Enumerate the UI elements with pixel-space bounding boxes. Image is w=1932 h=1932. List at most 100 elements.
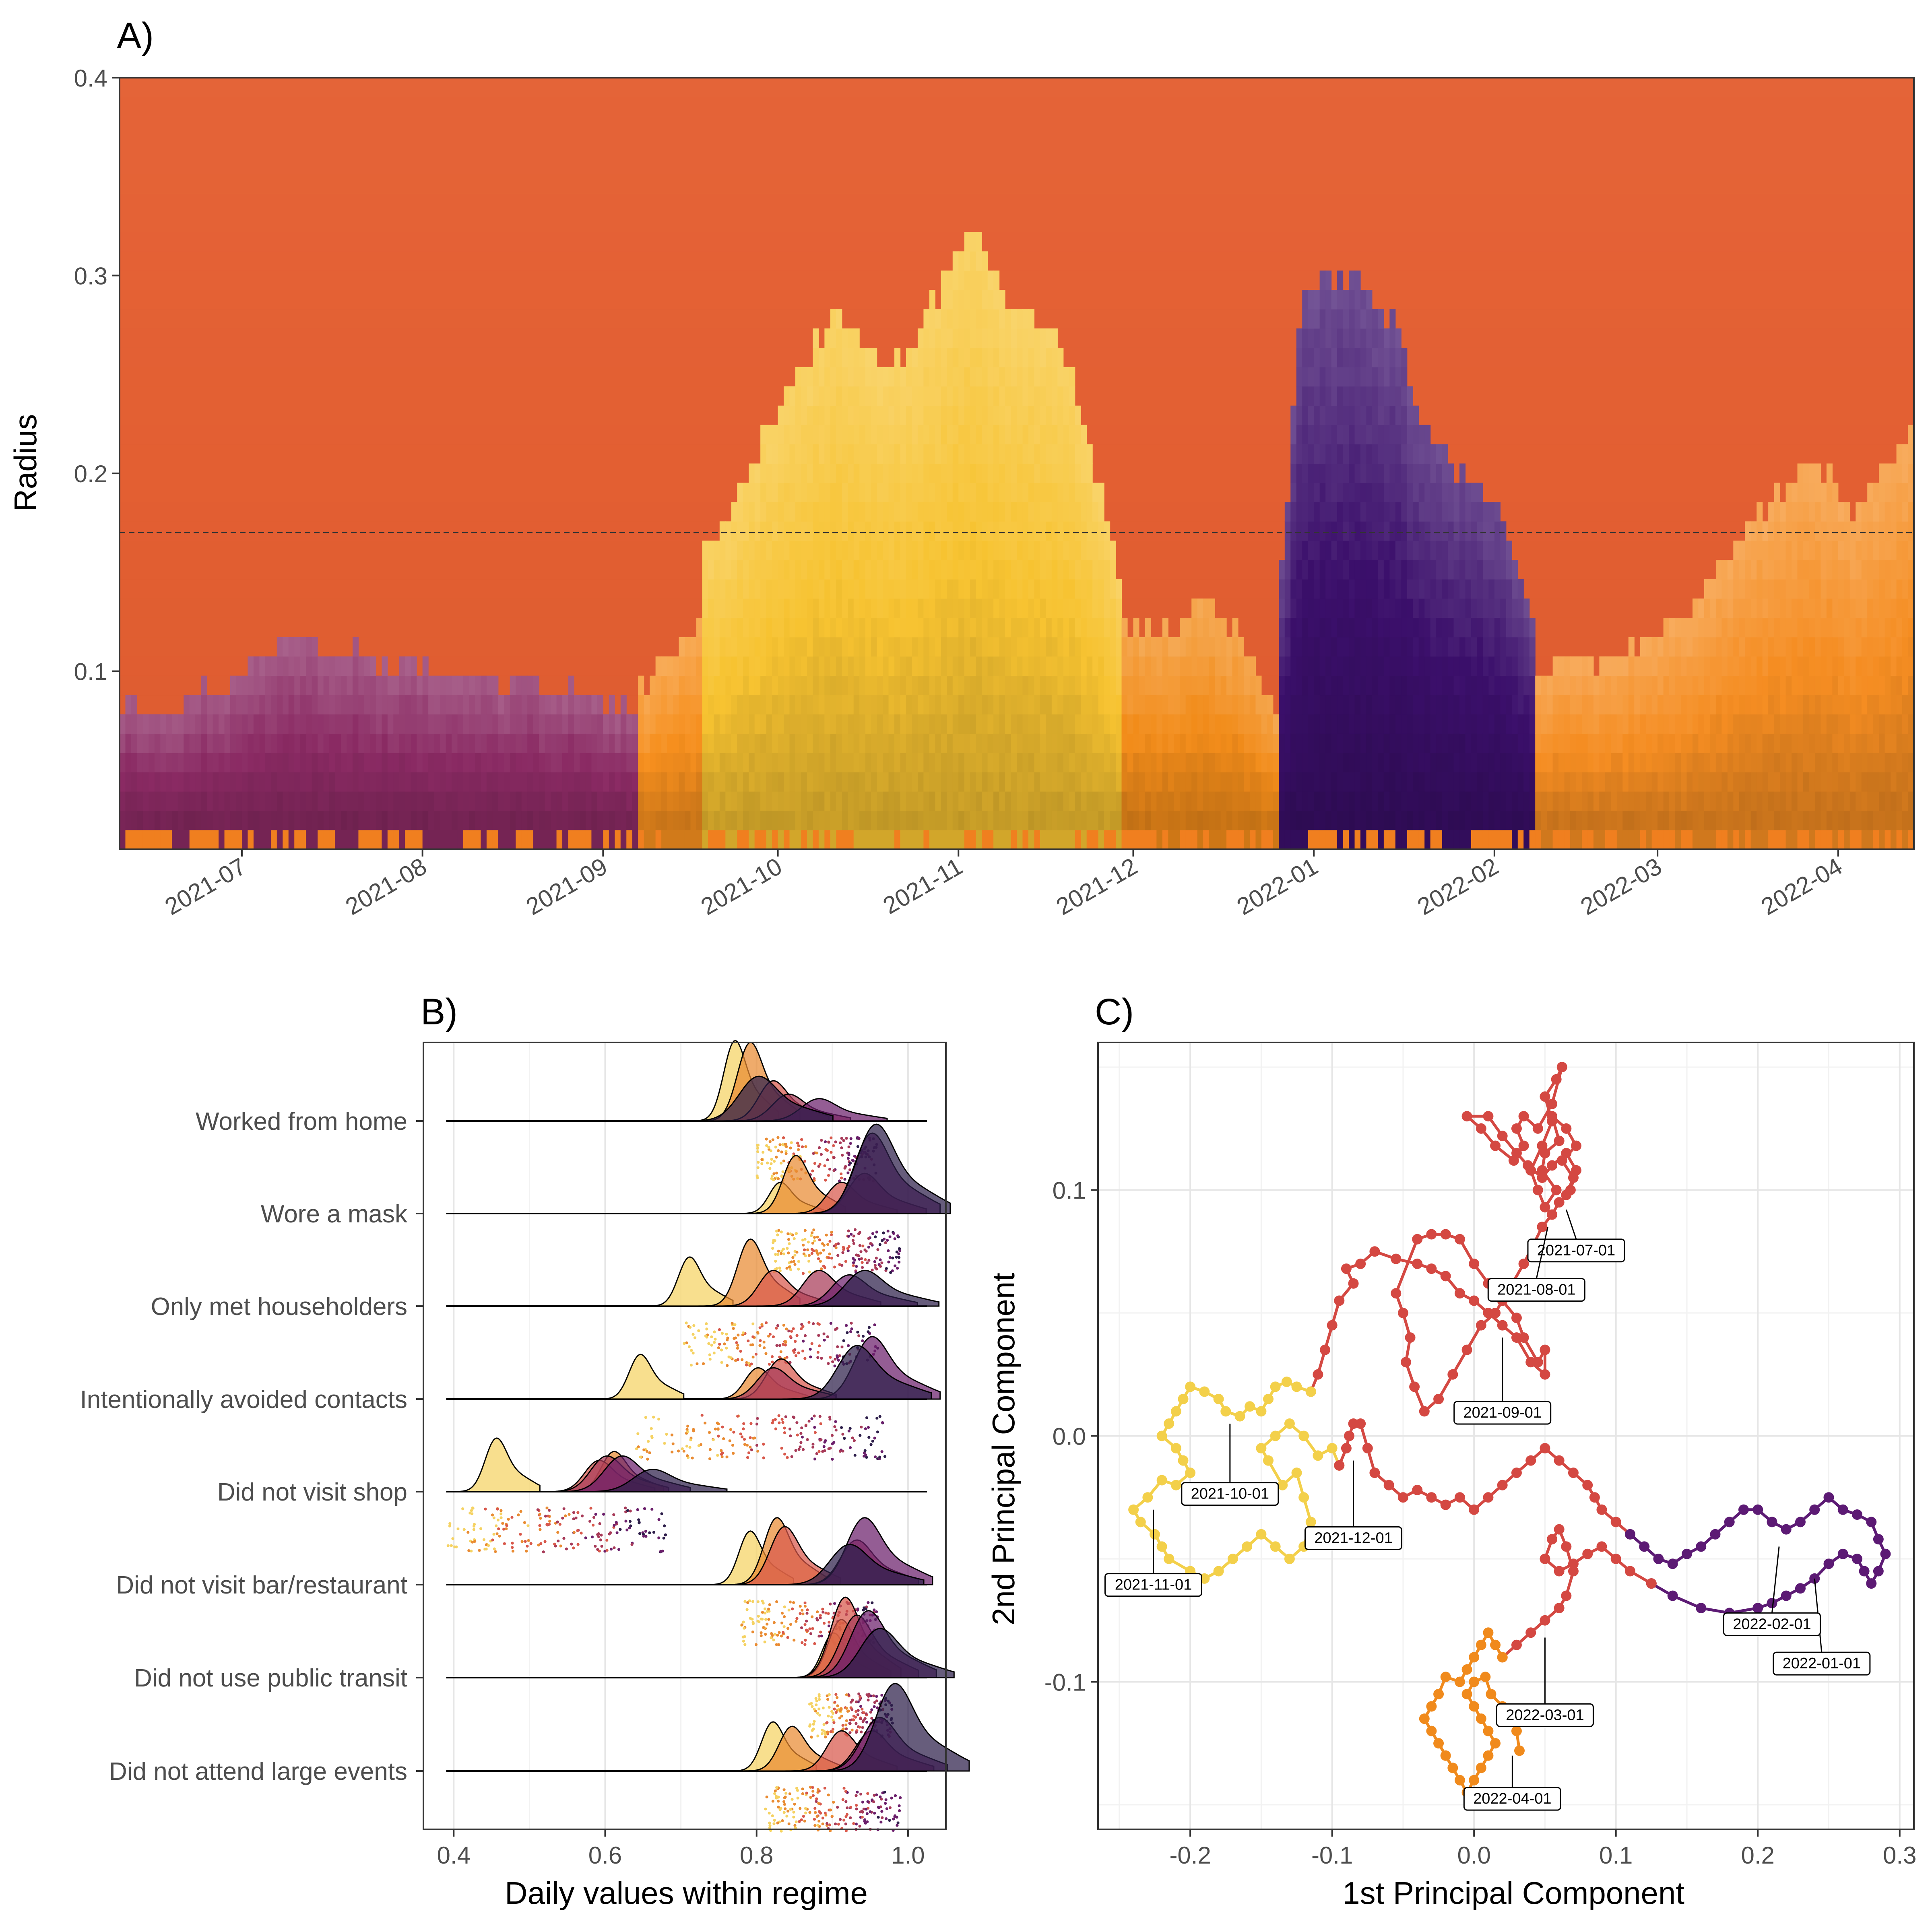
panel-a-cell	[428, 791, 435, 811]
panel-a-cell	[1856, 753, 1862, 772]
panel-a-cell	[1512, 791, 1518, 811]
panel-a-cell	[1011, 463, 1017, 483]
panel-a-cell	[1745, 521, 1751, 541]
panel-a-cell	[976, 579, 982, 599]
panel-a-cell	[999, 483, 1005, 502]
panel-a-cell	[929, 560, 935, 580]
panel-a-cell	[1628, 811, 1635, 830]
panel-a-cell	[906, 714, 912, 734]
panel-a-cell	[1121, 791, 1128, 811]
panel-a-cell	[795, 463, 802, 483]
panel-a-cell	[1646, 772, 1652, 792]
panel-a-cell	[853, 444, 860, 464]
panel-a-cell	[1774, 733, 1780, 753]
panel-a-cell	[1063, 444, 1069, 464]
panel-a-cell	[591, 753, 598, 772]
panel-a-cell	[1436, 541, 1443, 560]
panel-a-cell	[1424, 502, 1431, 522]
panel-a-cell	[1500, 811, 1507, 830]
panel-a-cell	[941, 617, 947, 638]
panel-a-cell	[778, 637, 784, 657]
panel-a-cell	[917, 444, 924, 464]
panel-a-cell	[1873, 617, 1879, 638]
panel-a-cell	[1780, 656, 1786, 676]
panel-a-cell	[941, 598, 947, 618]
panel-a-cell	[813, 637, 819, 657]
panel-a-cell	[964, 791, 970, 811]
panel-a-cell	[288, 753, 295, 772]
panel-a-cell	[1022, 830, 1029, 850]
panel-a-cell	[964, 251, 970, 271]
panel-a-cell	[679, 830, 685, 850]
panel-a-cell	[754, 791, 761, 811]
panel-a-cell	[1075, 733, 1081, 753]
panel-a-cell	[1809, 656, 1815, 676]
panel-a-cell	[1325, 675, 1332, 696]
panel-a-cell	[760, 598, 767, 618]
panel-a-cell	[335, 772, 341, 792]
panel-a-cell	[1710, 714, 1716, 734]
panel-a-cell	[947, 502, 953, 522]
panel-a-cell	[894, 695, 901, 715]
panel-a-cell	[1413, 560, 1419, 580]
panel-a-cell	[1745, 772, 1751, 792]
panel-a-cell	[1104, 791, 1110, 811]
panel-a-cell	[749, 772, 755, 792]
panel-a-cell	[486, 811, 493, 830]
panel-a-cell	[1389, 811, 1396, 830]
panel-a-cell	[1413, 733, 1419, 753]
panel-a-cell	[1325, 753, 1332, 772]
panel-a-cell	[556, 753, 563, 772]
panel-a-cell	[259, 675, 266, 696]
panel-a-cell	[900, 521, 906, 541]
panel-a-cell	[486, 830, 493, 850]
panel-a-cell	[1424, 598, 1431, 618]
panel-a-cell	[842, 714, 848, 734]
panel-a-cell	[1727, 695, 1734, 715]
panel-a-cell	[1745, 733, 1751, 753]
panel-a-cell	[1593, 753, 1600, 772]
panel-a-cell	[690, 772, 697, 792]
panel-a-cell	[958, 733, 965, 753]
panel-a-cell	[982, 791, 988, 811]
panel-a-cell	[1506, 541, 1512, 560]
panel-a-cell	[795, 753, 802, 772]
panel-a-cell	[719, 541, 726, 560]
panel-a-cell	[154, 753, 161, 772]
panel-a-cell	[1104, 617, 1110, 638]
panel-a-cell	[1168, 733, 1174, 753]
panel-a-cell	[1220, 753, 1227, 772]
panel-a-cell	[417, 811, 423, 830]
panel-a-cell	[1284, 579, 1291, 599]
panel-a-cell	[300, 830, 306, 850]
panel-a-cell	[766, 617, 772, 638]
panel-a-cell	[1325, 405, 1332, 425]
panel-a-cell	[1261, 811, 1267, 830]
panel-a-cell	[976, 251, 982, 271]
panel-a-cell	[399, 791, 405, 811]
panel-a-cell	[830, 714, 836, 734]
panel-a-cell	[1017, 425, 1023, 445]
panel-a-cell	[1477, 521, 1483, 541]
panel-a-cell	[609, 830, 615, 850]
panel-a-cell	[1436, 675, 1443, 696]
panel-a-cell	[1145, 791, 1151, 811]
panel-a-cell	[1727, 733, 1734, 753]
panel-a-cell	[836, 367, 842, 387]
panel-a-cell	[982, 830, 988, 850]
panel-a-cell	[1319, 598, 1326, 618]
panel-a-cell	[376, 733, 382, 753]
panel-a-cell	[1325, 483, 1332, 502]
panel-a-cell	[1616, 811, 1623, 830]
panel-a-cell	[1028, 405, 1035, 425]
panel-a-cell	[312, 791, 318, 811]
panel-a-cell	[1622, 811, 1629, 830]
panel-a-cell	[941, 753, 947, 772]
panel-a-cell	[277, 811, 283, 830]
panel-a-heatmap	[120, 78, 1914, 850]
panel-a-cell	[1721, 772, 1728, 792]
panel-a-cell	[236, 772, 242, 792]
panel-a-cell	[1512, 772, 1518, 792]
panel-a-cell	[1750, 617, 1757, 638]
panel-a-cell	[1028, 483, 1035, 502]
